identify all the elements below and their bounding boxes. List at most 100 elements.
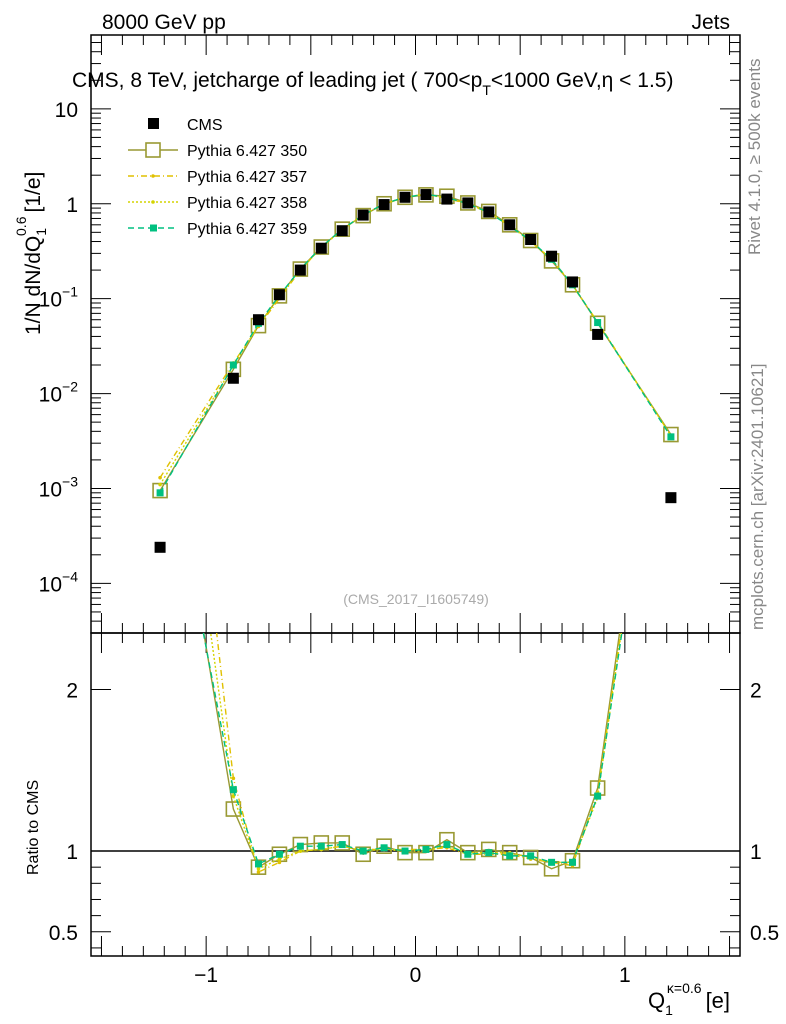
main-marker-1 (480, 203, 497, 220)
ratio-marker-3 (422, 845, 430, 853)
ratio-ytick-label-left: 0.5 (49, 922, 78, 945)
ratio-marker-3 (548, 858, 556, 866)
ratio-marker-1 (256, 870, 261, 874)
main-marker-4 (229, 361, 237, 369)
legend-label: Pythia 6.427 350 (187, 143, 307, 160)
ratio-marker-0 (376, 838, 392, 854)
ratio-marker-0 (153, 366, 167, 380)
ratio-marker-2 (277, 857, 282, 861)
mcplots-label: mcplots.cern.ch [arXiv:2401.10621] (748, 364, 767, 630)
main-line-4 (159, 193, 672, 494)
main-data-point (420, 189, 432, 201)
main-data-point (567, 276, 579, 288)
main-marker-1 (460, 195, 476, 211)
ratio-marker-3 (275, 850, 283, 858)
ratio-marker-3 (464, 850, 472, 858)
x-axis-label: Q1κ=0.6 [e] (648, 980, 730, 1018)
main-marker-2 (158, 475, 162, 480)
analysis-watermark: (CMS_2017_I1605749) (343, 591, 489, 607)
ratio-ylabel: Ratio to CMS (25, 780, 42, 875)
legend-label: CMS (187, 117, 223, 134)
ratio-marker-2 (256, 866, 261, 871)
main-data-point (546, 250, 558, 262)
main-data-point (504, 219, 516, 231)
ratio-marker-3 (229, 786, 237, 794)
ratio-marker-3 (506, 852, 514, 860)
ratio-marker-3 (296, 842, 304, 850)
xtick-label: 1 (619, 964, 631, 987)
main-marker-4 (667, 433, 675, 441)
legend-marker (151, 200, 155, 204)
ratio-marker-3 (157, 403, 164, 410)
main-marker-1 (355, 207, 371, 224)
ratio-marker-3 (338, 841, 346, 849)
main-data-point (336, 225, 348, 237)
ratio-marker-2 (158, 268, 162, 272)
main-axes: 10−4 10−3 10−2 10−1 1 10 (39, 34, 740, 956)
rivet-label: Rivet 4.1.0, ≥ 500k events (745, 59, 764, 255)
main-marker-4 (594, 319, 602, 327)
main-marker-3 (158, 482, 162, 487)
ratio-marker-3 (380, 844, 388, 852)
xtick-label: 0 (410, 964, 422, 987)
main-data-point (483, 206, 495, 218)
main-plot-area (152, 187, 679, 553)
ratio-marker-3 (401, 847, 409, 855)
ratio-marker-3 (443, 841, 451, 849)
main-series (152, 187, 679, 553)
ratio-marker-3 (569, 858, 577, 866)
ratio-marker-0 (355, 846, 371, 863)
main-marker-1 (376, 195, 392, 212)
main-data-point (252, 314, 264, 326)
xtick-label: −1 (194, 964, 218, 987)
ratio-marker-2 (298, 849, 303, 853)
main-data-point (294, 264, 306, 276)
main-data-point (378, 199, 390, 211)
main-marker-1 (271, 288, 288, 304)
main-data-point (525, 234, 537, 246)
legend-marker (150, 224, 157, 232)
main-marker-1 (397, 189, 413, 206)
ratio-ytick-label-right: 2 (750, 680, 762, 703)
ratio-marker-0 (250, 859, 267, 875)
ratio-marker-1 (277, 860, 282, 865)
main-ylabel: 1/N dN/dQ10.6[1/e] (13, 172, 49, 335)
ratio-marker-0 (480, 841, 497, 858)
main-marker-1 (292, 261, 309, 277)
ratio-ytick-label-right: 1 (750, 841, 762, 864)
ratio-series (153, 268, 674, 877)
ratio-ytick-label-right: 0.5 (750, 922, 779, 945)
main-data-point (315, 242, 327, 254)
ratio-line-3 (202, 633, 623, 865)
main-marker-1 (522, 232, 539, 249)
main-ytick-label: 10−1 (39, 284, 79, 312)
header-left: 8000 GeV pp (102, 11, 226, 34)
ratio-marker-0 (397, 844, 413, 861)
ratio-marker-3 (667, 298, 674, 305)
main-marker-1 (313, 239, 330, 255)
ratio-frame (90, 632, 741, 957)
ratio-marker-0 (501, 844, 518, 861)
ratio-marker-2 (669, 284, 673, 288)
main-line-1 (159, 194, 672, 491)
main-data-point (665, 492, 677, 504)
ratio-marker-0 (564, 852, 581, 869)
legend-marker (145, 142, 161, 158)
main-data-point (227, 372, 239, 384)
ratio-marker-1 (231, 776, 236, 781)
ratio-marker-1 (669, 284, 673, 288)
ratio-axes: 0.5 0.5 1 1 2 2 −1 0 1 (49, 680, 779, 987)
main-data-point (399, 191, 411, 203)
legend-label: Pythia 6.427 359 (187, 221, 307, 238)
main-data-point (592, 328, 604, 340)
main-ytick-label: 10−4 (39, 568, 79, 596)
ratio-ytick-label-left: 1 (66, 841, 78, 864)
main-marker-1 (663, 426, 679, 443)
main-marker-4 (156, 489, 164, 497)
ratio-marker-2 (231, 794, 236, 798)
main-ytick-label: 1 (66, 194, 78, 217)
ratio-marker-0 (334, 835, 351, 851)
ratio-line-1 (215, 633, 622, 874)
ratio-marker-3 (254, 860, 262, 868)
